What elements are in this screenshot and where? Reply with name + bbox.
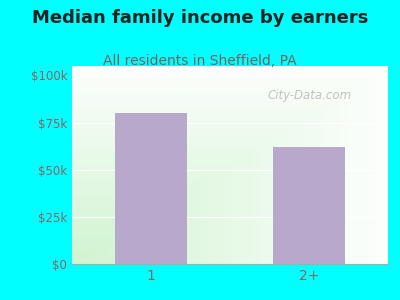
- Text: City-Data.com: City-Data.com: [268, 89, 352, 102]
- Text: Median family income by earners: Median family income by earners: [32, 9, 368, 27]
- Bar: [116, 113, 186, 264]
- Bar: [274, 147, 344, 264]
- Text: All residents in Sheffield, PA: All residents in Sheffield, PA: [103, 54, 297, 68]
